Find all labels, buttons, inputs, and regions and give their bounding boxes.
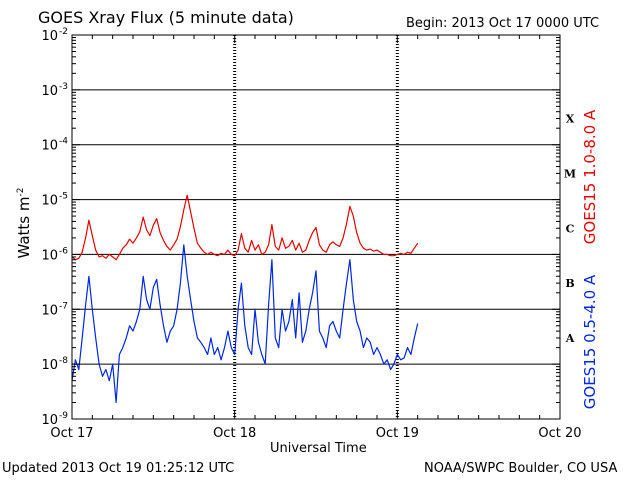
y-tick-exponent: -5 xyxy=(59,192,68,202)
flare-class-label: A xyxy=(565,332,575,345)
series-long-channel-line xyxy=(71,194,419,261)
begin-date-label: Begin: 2013 Oct 17 0000 UTC xyxy=(406,16,600,31)
y-tick-label: 10 xyxy=(41,194,58,209)
y-tick-label: 10 xyxy=(41,29,58,44)
tick-layer xyxy=(71,35,561,420)
x-tick-label: Oct 19 xyxy=(376,426,419,441)
y-tick-exponent: -8 xyxy=(59,356,68,366)
y-tick-label: 10 xyxy=(41,358,58,373)
updated-timestamp: Updated 2013 Oct 19 01:25:12 UTC xyxy=(2,461,235,476)
y-axis-title: Watts m-2 xyxy=(15,183,33,263)
legend-long-channel: GOES15 1.0-8.0 A xyxy=(581,109,599,245)
chart-title: GOES Xray Flux (5 minute data) xyxy=(38,8,294,27)
x-tick-label: Oct 17 xyxy=(50,426,93,441)
x-axis-title: Universal Time xyxy=(270,441,367,456)
y-axis-title-exponent: -2 xyxy=(16,187,26,197)
y-tick-exponent: -3 xyxy=(59,82,68,92)
flare-class-label: B xyxy=(565,277,574,290)
credit-label: NOAA/SWPC Boulder, CO USA xyxy=(424,461,618,476)
y-tick-label: 10 xyxy=(41,84,58,99)
y-tick-label: 10 xyxy=(41,139,58,154)
y-tick-exponent: -7 xyxy=(59,301,68,311)
x-tick-label: Oct 20 xyxy=(538,426,581,441)
y-tick-exponent: -9 xyxy=(59,411,68,421)
y-tick-label: 10 xyxy=(41,248,58,263)
series-layer xyxy=(71,194,419,404)
y-axis-title-text: Watts m xyxy=(15,196,33,259)
series-short-channel-line xyxy=(71,244,419,404)
flare-class-label: M xyxy=(564,167,576,180)
x-tick-label: Oct 18 xyxy=(213,426,256,441)
flare-class-label: C xyxy=(566,222,575,235)
y-tick-label: 10 xyxy=(41,303,58,318)
flare-class-label: X xyxy=(566,113,575,126)
y-tick-exponent: -4 xyxy=(59,137,68,147)
grid-layer xyxy=(72,35,560,419)
y-tick-exponent: -2 xyxy=(59,27,68,37)
y-tick-exponent: -6 xyxy=(59,246,68,256)
y-tick-label: 10 xyxy=(41,413,58,428)
legend-short-channel: GOES15 0.5-4.0 A xyxy=(581,274,599,410)
